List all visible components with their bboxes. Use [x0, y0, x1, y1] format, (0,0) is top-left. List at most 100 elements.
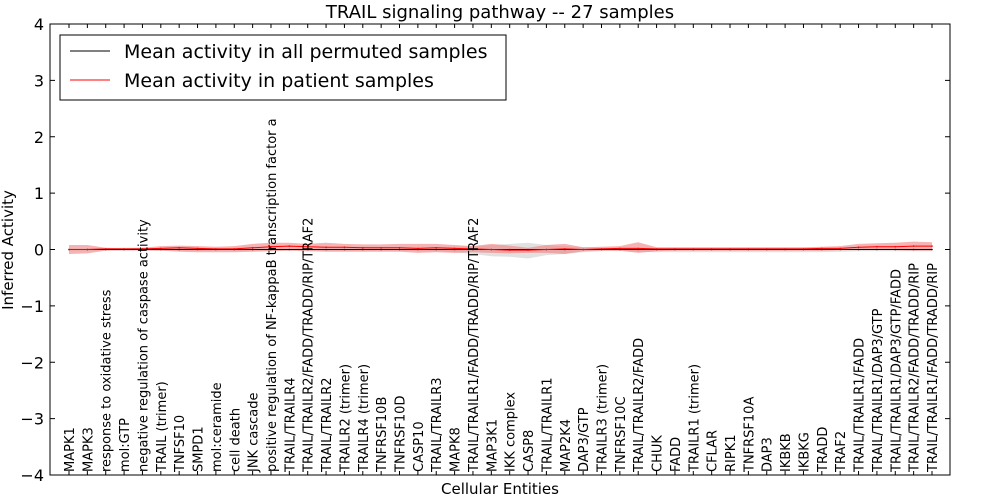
series-point-1-11 [270, 245, 272, 248]
x-category-label: RIPK1 [724, 434, 739, 472]
series-point-0-30 [619, 248, 621, 251]
series-point-1-21 [453, 247, 456, 250]
series-point-1-31 [637, 247, 639, 250]
series-point-0-47 [931, 248, 933, 251]
plot-area: 4 3 2 1 0 −1 −2 −3 −4 MAPK1 MAPK3 response to oxida… [20, 15, 950, 485]
x-axis-label: Cellular Entities [441, 480, 559, 498]
x-category-label: TRAF2 [834, 431, 849, 473]
x-category-label: response to oxidative stress [100, 289, 115, 472]
series-band-1 [69, 241, 932, 254]
series-point-1-1 [86, 248, 89, 251]
series-point-1-4 [141, 248, 144, 250]
y-tick-label: 0 [34, 241, 44, 260]
x-category-label: cell death [228, 408, 243, 472]
series-point-1-26 [545, 248, 548, 251]
x-category-label: CASP10 [412, 421, 427, 472]
series-point-0-43 [857, 248, 860, 251]
series-point-1-29 [600, 248, 603, 250]
series-line-1 [69, 245, 932, 251]
series-point-0-46 [912, 248, 915, 251]
x-category-label: IKBKB [779, 433, 794, 472]
series-point-0-42 [839, 248, 841, 251]
x-category-label: MAPK3 [81, 427, 96, 472]
legend: Mean activity in all permuted samples Me… [59, 34, 507, 101]
series-point-1-14 [325, 246, 327, 248]
series-point-1-20 [435, 247, 438, 249]
series-point-0-16 [362, 248, 364, 251]
x-category-label: MAPK1 [63, 427, 78, 472]
x-category-label: TRAIL (trimer) [155, 381, 170, 473]
series-point-1-18 [398, 247, 401, 249]
series-point-1-9 [233, 248, 236, 250]
x-category-label: TRAIL/TRAILR2/FADD/TRADD/RIP/TRAF2 [302, 218, 317, 473]
series-point-0-14 [325, 248, 327, 251]
x-category-label: TRAILR1 (trimer) [687, 364, 702, 473]
x-category-label: negative regulation of caspase activity [136, 219, 151, 472]
y-axis-label: Inferred Activity [0, 190, 17, 310]
x-category-label: DAP3 [761, 437, 776, 472]
x-category-label: TNFRSF10A [742, 397, 757, 473]
series-point-1-17 [380, 247, 382, 249]
series-point-0-19 [417, 248, 419, 251]
series-point-1-45 [894, 245, 897, 248]
series-point-1-13 [306, 245, 309, 248]
x-category-label: IKBKG [798, 432, 813, 472]
series-point-0-15 [343, 248, 346, 251]
series-point-0-5 [160, 248, 162, 251]
series-point-1-33 [674, 248, 676, 250]
series-point-0-11 [270, 248, 272, 251]
series-point-1-10 [251, 247, 254, 249]
series-point-0-44 [876, 248, 878, 251]
x-category-label: TRAILR3 (trimer) [596, 364, 611, 473]
x-category-label: TRAIL/TRAILR1/DAP3/GTP [871, 308, 886, 473]
series-point-1-44 [876, 245, 878, 248]
series-point-0-41 [821, 248, 823, 251]
series-point-1-5 [160, 247, 162, 250]
y-tick-label: 1 [34, 184, 44, 203]
series-point-1-7 [196, 247, 199, 250]
x-category-label: DAP3/GTP [577, 407, 592, 472]
x-category-label: MAP3K1 [485, 419, 500, 472]
series-point-1-0 [68, 248, 70, 251]
series-point-1-2 [104, 248, 107, 250]
x-category-label: JNK cascade [247, 393, 262, 473]
y-tick-label: 2 [34, 128, 44, 147]
series-point-1-47 [931, 245, 933, 247]
series-point-1-16 [362, 247, 364, 249]
x-category-label: TRAIL/TRAILR1/FADD/TRADD/RIP/TRAF2 [467, 218, 482, 473]
x-category-label: positive regulation of NF-kappaB transcr… [265, 118, 280, 472]
y-tick-label: 4 [34, 15, 44, 34]
series-point-1-27 [564, 248, 566, 250]
series-point-1-38 [765, 248, 768, 250]
series-point-1-37 [747, 248, 750, 250]
series-point-0-6 [178, 248, 180, 251]
series-point-1-43 [857, 246, 860, 248]
series-point-1-25 [527, 249, 529, 251]
x-category-label: TRAIL/TRAILR1/FADD [853, 338, 868, 473]
x-category-label: CHUK [651, 435, 666, 472]
series-point-1-3 [123, 248, 125, 250]
series-point-1-42 [839, 247, 841, 250]
x-category-label: mol:GTP [118, 418, 133, 472]
series-point-1-32 [655, 248, 658, 250]
legend-box [59, 34, 507, 101]
x-category-label: TRAIL/TRAILR3 [430, 377, 445, 473]
y-tick-label: −4 [20, 466, 44, 485]
series-point-1-22 [472, 248, 474, 250]
series-point-1-35 [710, 248, 713, 250]
y-tick-label: −3 [20, 410, 44, 429]
x-category-label: TRADD [816, 427, 831, 473]
series-point-1-40 [802, 248, 805, 250]
series-point-0-45 [894, 248, 897, 251]
y-tick-label: −1 [20, 297, 44, 316]
legend-label-permuted: Mean activity in all permuted samples [124, 41, 487, 63]
series-point-0-7 [196, 248, 199, 251]
x-category-label: TRAIL/TRAILR4 [283, 377, 298, 473]
series-point-1-24 [508, 249, 511, 251]
x-category-label: TRAIL/TRAILR1/FADD/TRADD/RIP [926, 263, 941, 473]
x-category-label: IKK complex [504, 392, 519, 472]
x-category-label: TRAILR2 (trimer) [338, 364, 353, 473]
series-point-1-46 [912, 245, 915, 247]
series-point-0-17 [380, 248, 382, 251]
